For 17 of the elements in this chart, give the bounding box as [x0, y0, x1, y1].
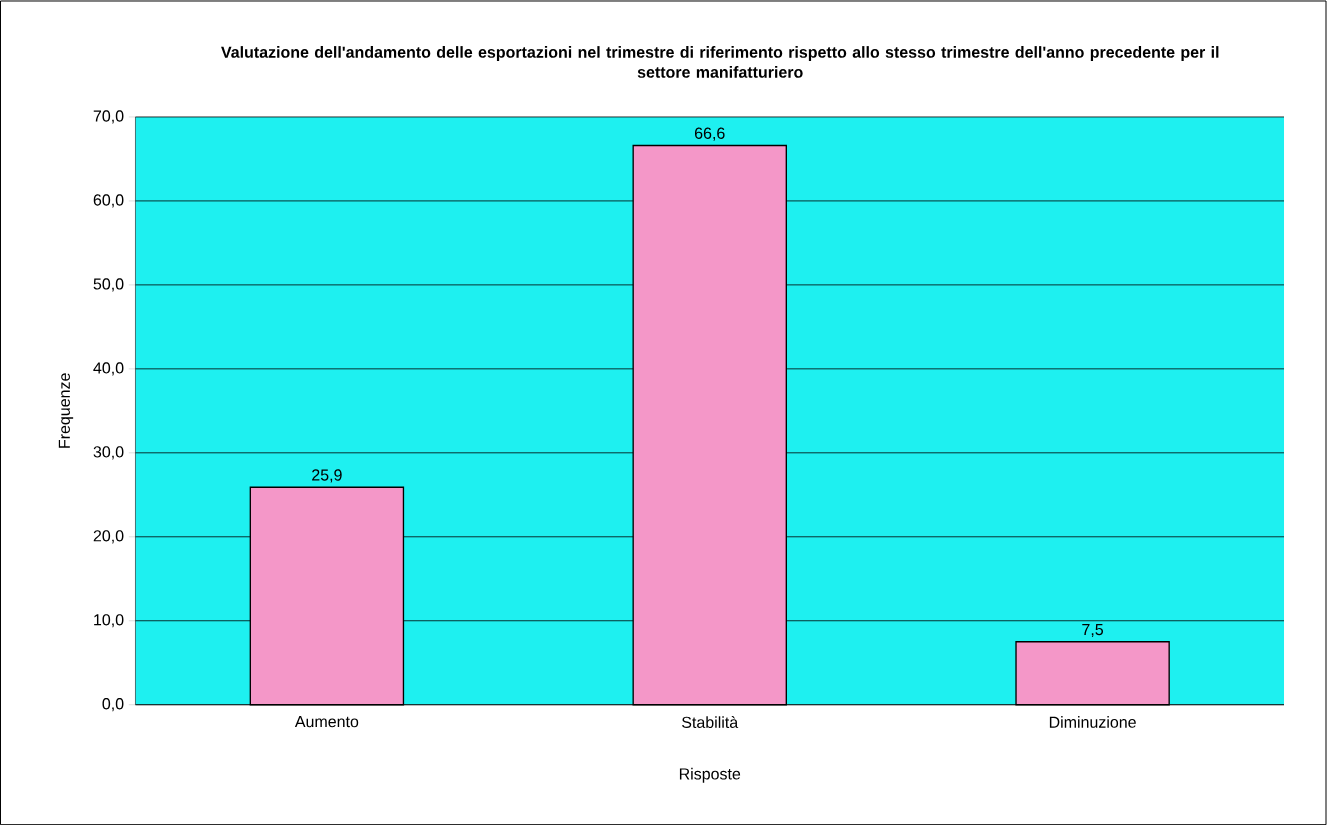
x-axis-title: Risposte	[679, 767, 741, 783]
data-label: 66,6	[694, 127, 725, 141]
y-tick-label: 20,0	[93, 530, 124, 544]
chart-title: Valutazione dell'andamento delle esportazioni nel trimestre di riferimento rispetto allo stesso trimestre dell'anno precedente per il settore manifatturiero	[221, 46, 1219, 78]
y-tick-label: 10,0	[94, 614, 124, 628]
x-tick-label: Diminuzione	[1049, 716, 1136, 728]
y-tick-label: 0,0	[102, 698, 124, 712]
data-label: 7,5	[1082, 623, 1104, 637]
y-tick-label: 60,0	[93, 194, 124, 208]
y-tick-label: 50,0	[93, 278, 124, 292]
y-tick-label: 70,0	[93, 110, 124, 124]
y-tick-label: 40,0	[93, 362, 124, 376]
y-axis-title: Frequenze	[58, 373, 74, 448]
x-tick-label: Aumento	[294, 716, 359, 728]
data-label: 25,9	[312, 469, 342, 483]
x-tick-label: Stabilità	[682, 716, 739, 728]
y-tick-label: 30,0	[93, 446, 124, 460]
